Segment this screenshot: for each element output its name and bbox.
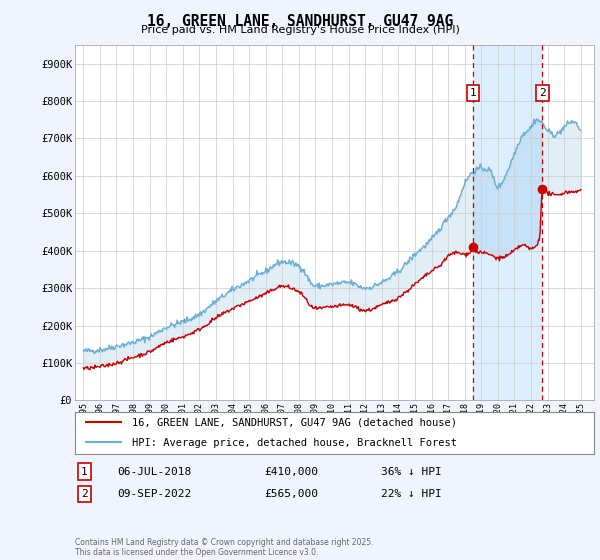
Text: 09-SEP-2022: 09-SEP-2022	[117, 489, 191, 499]
Text: 16, GREEN LANE, SANDHURST, GU47 9AG (detached house): 16, GREEN LANE, SANDHURST, GU47 9AG (det…	[132, 418, 457, 428]
Text: 36% ↓ HPI: 36% ↓ HPI	[381, 466, 442, 477]
Text: 2: 2	[539, 88, 546, 98]
Text: HPI: Average price, detached house, Bracknell Forest: HPI: Average price, detached house, Brac…	[132, 438, 457, 447]
Text: 1: 1	[470, 88, 476, 98]
Text: £410,000: £410,000	[264, 466, 318, 477]
Text: £565,000: £565,000	[264, 489, 318, 499]
Text: 16, GREEN LANE, SANDHURST, GU47 9AG: 16, GREEN LANE, SANDHURST, GU47 9AG	[147, 14, 453, 29]
Text: 06-JUL-2018: 06-JUL-2018	[117, 466, 191, 477]
Text: Price paid vs. HM Land Registry's House Price Index (HPI): Price paid vs. HM Land Registry's House …	[140, 25, 460, 35]
Bar	[473, 45, 542, 400]
Text: Contains HM Land Registry data © Crown copyright and database right 2025.
This d: Contains HM Land Registry data © Crown c…	[75, 538, 373, 557]
Text: 1: 1	[81, 466, 88, 477]
Text: 22% ↓ HPI: 22% ↓ HPI	[381, 489, 442, 499]
Text: 2: 2	[81, 489, 88, 499]
